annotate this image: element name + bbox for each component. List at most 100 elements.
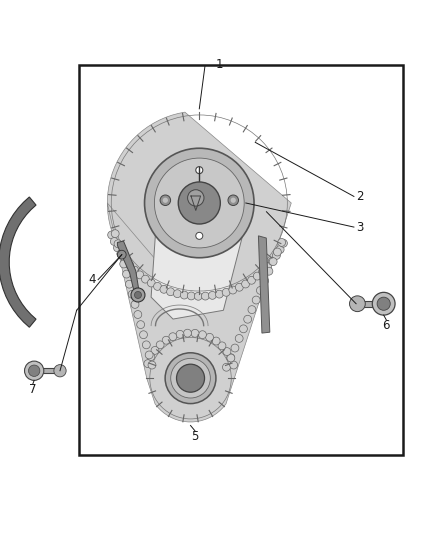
Circle shape — [134, 311, 142, 318]
Circle shape — [196, 232, 203, 239]
Circle shape — [231, 344, 239, 352]
Circle shape — [180, 291, 188, 299]
Circle shape — [144, 360, 152, 368]
Circle shape — [176, 330, 184, 338]
Circle shape — [276, 246, 284, 254]
Polygon shape — [258, 236, 270, 333]
Text: 2: 2 — [356, 190, 364, 203]
Circle shape — [196, 167, 203, 174]
Circle shape — [257, 286, 265, 294]
Bar — [357, 301, 380, 307]
Circle shape — [128, 290, 136, 298]
Circle shape — [222, 288, 230, 296]
Circle shape — [248, 306, 256, 313]
Circle shape — [121, 256, 129, 263]
Circle shape — [208, 292, 216, 300]
Circle shape — [171, 358, 210, 398]
Circle shape — [145, 148, 254, 258]
Circle shape — [136, 271, 144, 279]
Circle shape — [201, 292, 209, 300]
Circle shape — [198, 331, 206, 338]
Circle shape — [252, 296, 260, 304]
Circle shape — [191, 329, 199, 337]
Circle shape — [140, 331, 148, 338]
Circle shape — [117, 251, 126, 259]
Circle shape — [160, 195, 170, 206]
Text: 6: 6 — [382, 319, 390, 332]
Circle shape — [235, 284, 243, 291]
Circle shape — [265, 267, 273, 275]
Circle shape — [120, 260, 127, 268]
Circle shape — [261, 277, 268, 285]
Bar — [38, 368, 59, 374]
Text: 3: 3 — [357, 221, 364, 233]
Circle shape — [230, 361, 238, 369]
Circle shape — [117, 250, 125, 258]
Circle shape — [235, 335, 243, 342]
Circle shape — [131, 288, 145, 302]
Circle shape — [155, 158, 244, 248]
Circle shape — [113, 244, 121, 252]
Circle shape — [147, 353, 155, 361]
Circle shape — [244, 316, 251, 323]
Circle shape — [253, 272, 261, 280]
Circle shape — [114, 240, 122, 248]
Circle shape — [228, 195, 238, 206]
Circle shape — [269, 257, 277, 265]
Circle shape — [25, 361, 44, 381]
Circle shape — [178, 182, 220, 224]
Circle shape — [110, 238, 118, 245]
Circle shape — [278, 238, 286, 246]
Circle shape — [145, 351, 153, 359]
Circle shape — [264, 263, 272, 270]
Text: 4: 4 — [88, 273, 96, 286]
Circle shape — [162, 198, 168, 203]
Circle shape — [215, 290, 223, 298]
Circle shape — [230, 198, 236, 203]
Circle shape — [147, 279, 155, 287]
Circle shape — [54, 365, 66, 377]
Bar — [79, 65, 403, 455]
Circle shape — [212, 337, 220, 345]
Circle shape — [162, 336, 170, 344]
Polygon shape — [0, 197, 36, 327]
Circle shape — [205, 333, 213, 341]
Circle shape — [279, 239, 287, 247]
Text: 1: 1 — [215, 58, 223, 71]
Polygon shape — [191, 196, 201, 211]
Circle shape — [134, 292, 141, 298]
Circle shape — [184, 329, 191, 337]
Circle shape — [151, 346, 159, 354]
Circle shape — [223, 364, 230, 371]
Circle shape — [123, 270, 131, 278]
Circle shape — [272, 252, 280, 260]
Circle shape — [125, 280, 133, 288]
Circle shape — [111, 230, 119, 238]
Circle shape — [227, 354, 235, 361]
Circle shape — [259, 268, 267, 276]
Circle shape — [154, 282, 162, 290]
Polygon shape — [117, 241, 139, 295]
Circle shape — [218, 342, 226, 350]
Circle shape — [247, 276, 255, 284]
Circle shape — [242, 280, 250, 288]
Polygon shape — [107, 112, 291, 422]
Circle shape — [166, 288, 174, 296]
Circle shape — [194, 292, 202, 300]
Text: 7: 7 — [29, 383, 37, 395]
Text: 5: 5 — [191, 430, 198, 443]
Circle shape — [350, 296, 365, 312]
Circle shape — [187, 292, 195, 300]
Circle shape — [173, 290, 181, 297]
Circle shape — [240, 325, 247, 333]
Circle shape — [131, 266, 138, 274]
Circle shape — [137, 321, 145, 328]
Circle shape — [187, 190, 204, 206]
Circle shape — [156, 341, 164, 349]
Circle shape — [377, 297, 390, 310]
Circle shape — [126, 261, 134, 269]
Circle shape — [141, 275, 149, 283]
Circle shape — [177, 364, 205, 392]
Circle shape — [165, 353, 216, 403]
Circle shape — [28, 365, 40, 376]
